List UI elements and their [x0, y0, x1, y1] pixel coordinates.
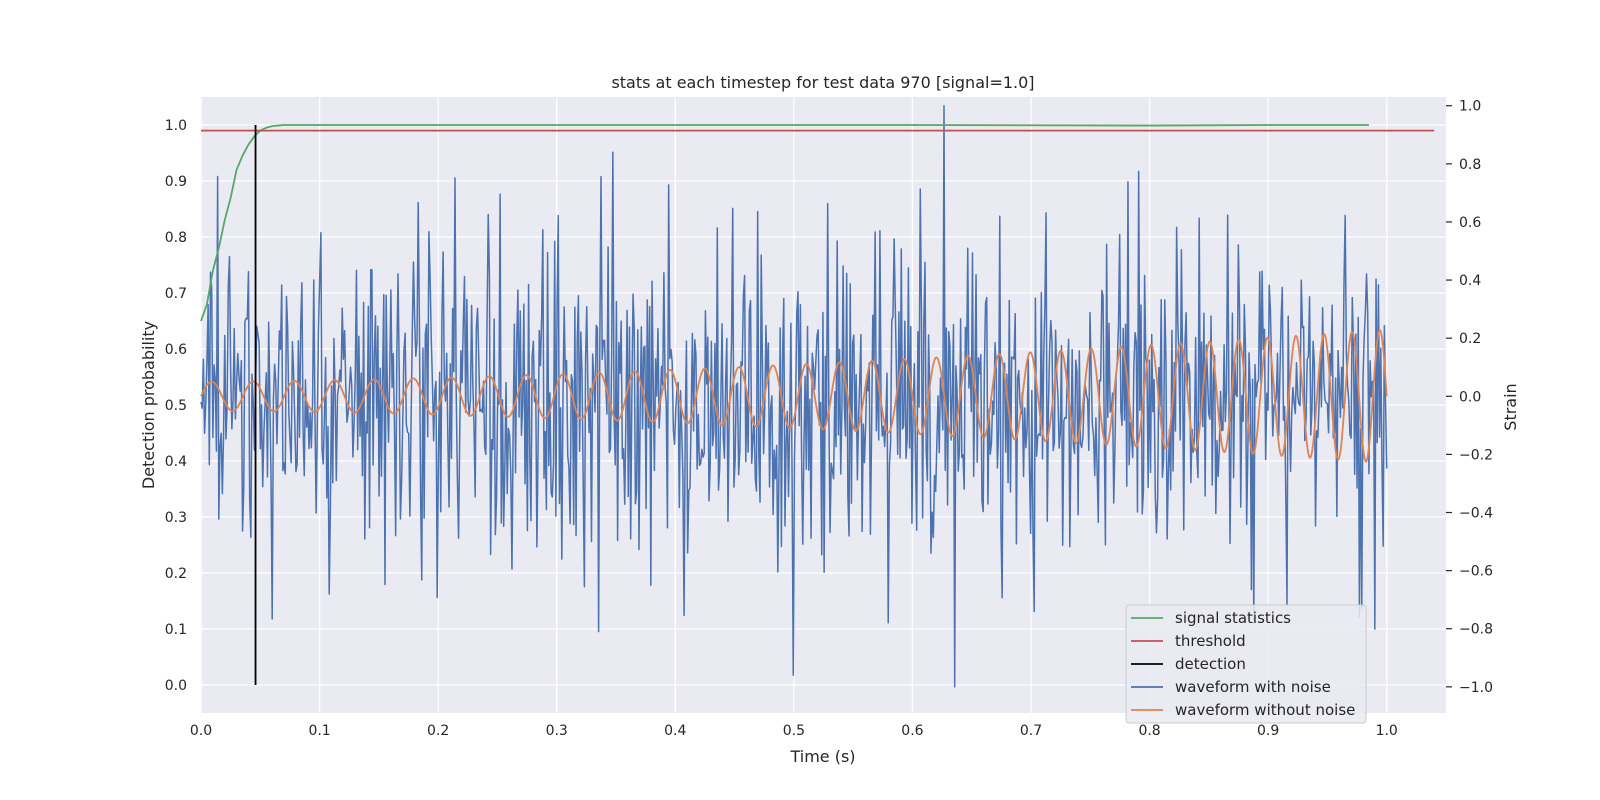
legend-label-detection: detection: [1175, 655, 1246, 673]
chart-title: stats at each timestep for test data 970…: [611, 73, 1034, 92]
x-tick-label: 0.5: [783, 723, 805, 739]
y-axis-label-right: Strain: [1501, 383, 1520, 430]
legend: signal statistics threshold detection wa…: [1125, 604, 1367, 724]
y-axis-right: −1.0 −0.8 −0.6 −0.4 −0.2 0.0 0.2 0.4 0.6 0.8 1.0: [1446, 99, 1493, 696]
legend-label-signal: signal statistics: [1175, 609, 1291, 627]
y-tick-label-left: 0.2: [165, 566, 187, 582]
x-tick-label: 0.7: [1020, 723, 1042, 739]
y-tick-label-right: −0.4: [1459, 506, 1493, 522]
legend-box: [1125, 604, 1367, 724]
y-tick-label-left: 0.3: [165, 510, 187, 526]
x-tick-label: 0.2: [427, 723, 449, 739]
legend-label-noisy: waveform with noise: [1175, 678, 1331, 696]
series-line-signal-statistics: [200, 124, 1369, 322]
y-tick-label-left: 1.0: [165, 118, 187, 134]
legend-label-clean: waveform without noise: [1175, 701, 1355, 719]
y-tick-label-right: 0.4: [1459, 273, 1481, 289]
y-tick-label-right: 0.8: [1459, 157, 1481, 173]
x-tick-label: 1.0: [1376, 723, 1398, 739]
y-axis-label-left: Detection probability: [139, 321, 158, 489]
y-tick-label-right: −1.0: [1459, 680, 1493, 696]
y-tick-label-right: 1.0: [1459, 99, 1481, 115]
y-tick-label-left: 0.5: [165, 398, 187, 414]
x-tick-label: 0.8: [1138, 723, 1160, 739]
y-tick-label-left: 0.4: [165, 454, 187, 470]
y-axis-left: 0.0 0.1 0.2 0.3 0.4 0.5 0.6 0.7 0.8 0.9 1.0: [165, 118, 187, 694]
x-tick-label: 0.4: [664, 723, 686, 739]
series-line-waveform-without-noise: [200, 329, 1388, 463]
y-tick-label-left: 0.8: [165, 230, 187, 246]
y-tick-label-right: −0.6: [1459, 564, 1493, 580]
y-tick-label-right: −0.8: [1459, 622, 1493, 638]
y-tick-label-left: 0.9: [165, 174, 187, 190]
x-axis: 0.0 0.1 0.2 0.3 0.4 0.5 0.6 0.7 0.8 0.9 1.0: [190, 723, 1398, 739]
y-tick-label-left: 0.0: [165, 678, 187, 694]
series-line-waveform-with-noise: [200, 104, 1388, 688]
series-layer: [200, 104, 1435, 688]
x-tick-label: 0.9: [1257, 723, 1279, 739]
y-tick-label-right: 0.2: [1459, 331, 1481, 347]
x-tick-label: 0.1: [308, 723, 330, 739]
y-tick-label-right: 0.0: [1459, 389, 1481, 405]
x-tick-label: 0.3: [546, 723, 568, 739]
x-tick-label: 0.0: [190, 723, 212, 739]
y-tick-label-right: −0.2: [1459, 447, 1493, 463]
x-axis-label: Time (s): [789, 747, 855, 766]
y-tick-label-left: 0.6: [165, 342, 187, 358]
y-tick-label-right: 0.6: [1459, 215, 1481, 231]
x-tick-label: 0.6: [901, 723, 923, 739]
y-tick-label-left: 0.1: [165, 622, 187, 638]
y-tick-label-left: 0.7: [165, 286, 187, 302]
legend-label-threshold: threshold: [1175, 632, 1246, 650]
